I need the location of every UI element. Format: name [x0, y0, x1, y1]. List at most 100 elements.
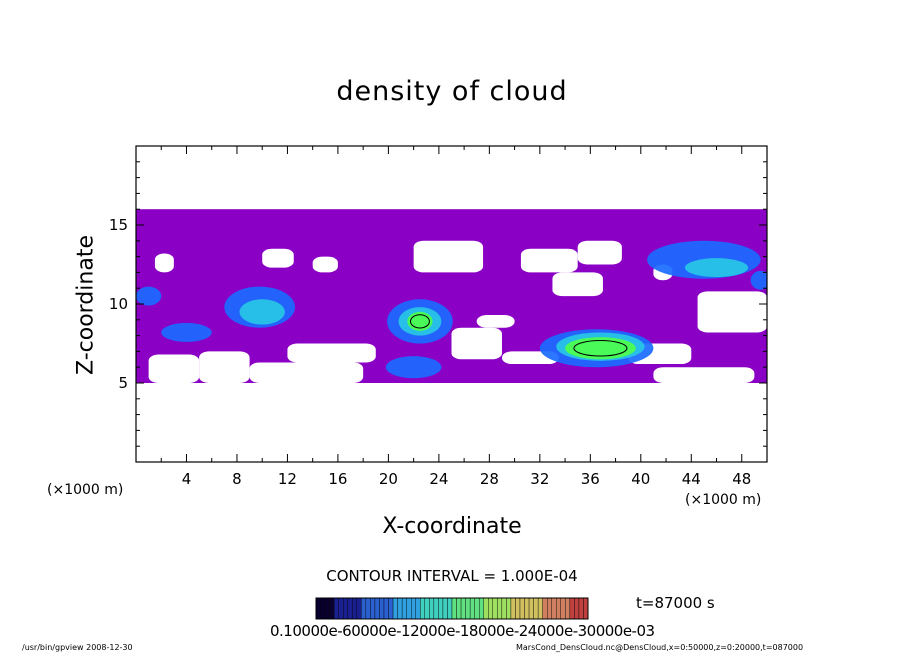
clear-region [199, 351, 250, 383]
chart-title: density of cloud [336, 76, 568, 107]
colorbar-swatch [392, 597, 398, 620]
x-tick-label: 36 [580, 470, 600, 488]
colorbar-swatch [438, 597, 444, 620]
x-tick-label: 48 [732, 470, 752, 488]
density-cell [239, 299, 285, 325]
colorbar-swatch [352, 597, 357, 620]
density-cell [684, 258, 749, 278]
colorbar-swatch [492, 597, 498, 620]
colorbar-swatch [578, 597, 584, 620]
clear-region [520, 248, 578, 273]
colorbar-swatch [474, 597, 480, 620]
colorbar-swatch [411, 597, 416, 620]
clear-region [249, 362, 364, 383]
y-axis-label: Z-coordinate [73, 235, 99, 375]
colorbar-swatch [565, 597, 571, 620]
axis-ticks [136, 146, 768, 462]
colorbar-swatch [469, 597, 475, 620]
colorbar-swatch [433, 597, 439, 620]
density-cell [750, 270, 767, 290]
colorbar-swatch [383, 597, 389, 620]
time-label: t=87000 s [636, 594, 715, 612]
y-tick-label: 5 [118, 374, 128, 392]
clear-region [697, 291, 767, 333]
colorbar-swatch [547, 597, 552, 620]
colorbar-swatch [365, 597, 371, 620]
colorbar-swatch [388, 597, 394, 620]
density-cell [161, 322, 212, 342]
colorbar-swatch [515, 597, 521, 620]
colorbar-swatch [488, 597, 493, 620]
colorbar-swatch [415, 597, 421, 620]
colorbar-swatch [338, 597, 344, 620]
colorbar-swatch [519, 597, 525, 620]
colorbar-swatch [551, 597, 557, 620]
clear-region [312, 256, 338, 273]
x-tick-label: 44 [681, 470, 701, 488]
colorbar-swatch [506, 597, 512, 620]
x-unit-label-right: (×1000 m) [685, 492, 762, 508]
colorbar-swatch [356, 597, 362, 620]
x-tick-label: 20 [378, 470, 398, 488]
x-axis-label: X-coordinate [382, 514, 522, 539]
colorbar-swatch [483, 597, 489, 620]
colorbar-swatch [315, 597, 321, 620]
colorbar [315, 597, 589, 620]
colorbar-swatch [347, 597, 353, 620]
colorbar-swatch [574, 597, 580, 620]
density-cell [136, 286, 162, 306]
colorbar-swatch [442, 597, 448, 620]
contour-line [409, 314, 430, 329]
colorbar-swatch [560, 597, 566, 620]
colorbar-swatch [374, 597, 380, 620]
colorbar-swatch [420, 597, 425, 620]
colorbar-swatch [528, 597, 534, 620]
colorbar-swatch [479, 597, 484, 620]
x-tick-label: 8 [232, 470, 242, 488]
clear-region [154, 253, 174, 273]
y-tick-label: 15 [108, 216, 128, 234]
footer-data-source: MarsCond_DensCloud.nc@DensCloud,x=0:5000… [516, 643, 804, 652]
colorbar-swatch [533, 597, 539, 620]
clear-region [476, 315, 515, 328]
colorbar-swatch [501, 597, 507, 620]
plot-area [136, 209, 767, 383]
x-unit-label-left: (×1000 m) [47, 482, 124, 498]
x-tick-label: 4 [181, 470, 192, 488]
clear-region [451, 327, 502, 360]
colorbar-swatch [320, 597, 326, 620]
x-tick-label: 40 [631, 470, 651, 488]
colorbar-swatch [542, 597, 548, 620]
colorbar-swatch [370, 597, 376, 620]
colorbar-swatch [456, 597, 462, 620]
colorbar-swatch [343, 597, 348, 620]
colorbar-swatch [583, 597, 589, 620]
clear-region [552, 272, 603, 297]
colorbar-swatch [569, 597, 575, 620]
colorbar-swatch [451, 597, 457, 620]
colorbar-swatch [497, 597, 503, 620]
clear-region [287, 343, 376, 363]
colorbar-swatch [556, 597, 561, 620]
colorbar-swatch [324, 597, 330, 620]
x-tick-label: 32 [530, 470, 550, 488]
colorbar-swatch [361, 597, 367, 620]
colorbar-swatch [524, 597, 530, 620]
x-tick-label: 28 [479, 470, 499, 488]
density-field [136, 209, 767, 383]
clear-region [262, 248, 294, 268]
clear-region [148, 354, 200, 383]
footer-program-date: /usr/bin/gpview 2008-12-30 [22, 643, 133, 652]
clear-region [577, 240, 622, 265]
x-tick-label: 16 [328, 470, 348, 488]
colorbar-swatch [465, 597, 471, 620]
colorbar-swatch [397, 597, 403, 620]
colorbar-swatch [329, 597, 335, 620]
x-tick-label: 12 [277, 470, 297, 488]
colorbar-swatch [401, 597, 407, 620]
colorbar-swatch [406, 597, 412, 620]
colorbar-swatch [447, 597, 453, 620]
colorbar-border [315, 597, 589, 620]
contour-line [573, 339, 628, 357]
x-tick-label: 24 [429, 470, 449, 488]
